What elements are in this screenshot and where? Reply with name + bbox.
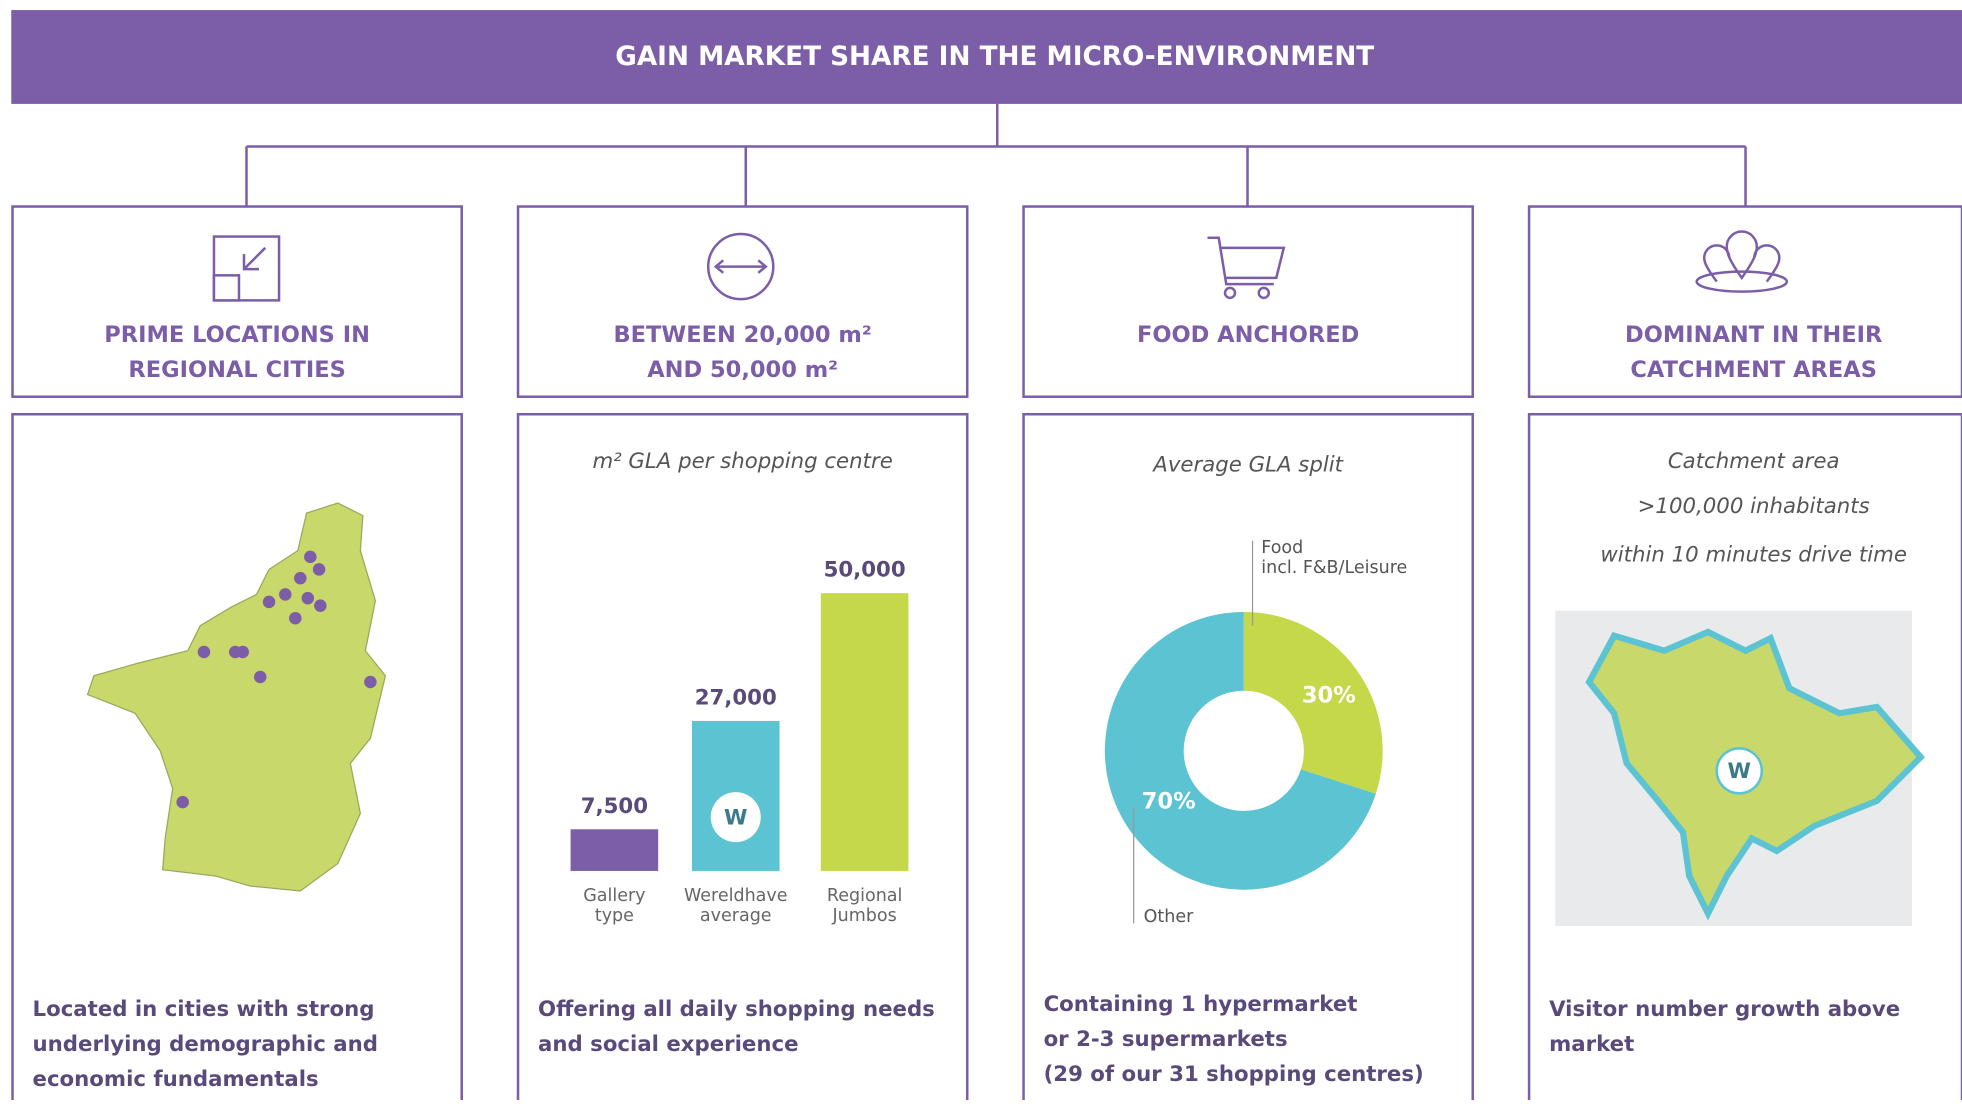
slice-label: 30% [1302,682,1356,708]
heading-box [516,205,969,398]
category-label: Gallery [583,886,645,906]
heading-box [11,205,463,398]
bar [820,593,909,871]
column-heading: FOOD ANCHORED [1137,322,1359,348]
slice-label: 70% [1142,789,1196,815]
column-subtitle: >100,000 inhabitants [1638,494,1870,519]
icon-cart [1207,236,1286,300]
heading-box [1022,205,1475,398]
bar-value-label: 50,000 [824,558,906,583]
column-subtitle: within 10 minutes drive time [1600,543,1907,568]
pie-slice [1104,611,1376,890]
column-heading: REGIONAL CITIES [128,357,345,383]
column-heading: CATCHMENT AREAS [1630,357,1877,383]
column-subtitle: Catchment area [1668,449,1840,474]
column-heading: BETWEEN 20,000 m² [614,322,872,348]
category-label: type [595,906,634,926]
column-text: Visitor number growth above [1549,997,1900,1022]
bar-logo: W [710,792,761,843]
content-box [1022,412,1475,1104]
column-text: economic fundamentals [33,1067,319,1092]
slice-name: incl. F&B/Leisure [1261,558,1407,578]
column-text: Containing 1 hypermarket [1044,992,1358,1017]
content-box [11,412,463,1104]
content-box [1527,412,1962,1104]
column-text: Located in cities with strong [33,997,375,1022]
column-subtitle: Average GLA split [1151,453,1343,478]
bar-value-label: 27,000 [695,685,777,710]
slice-name: Other [1144,907,1194,927]
category-label: Jumbos [832,906,897,926]
icon-width [706,232,775,301]
column-heading: DOMINANT IN THEIR [1625,322,1882,348]
heading-box [1527,205,1962,398]
column-text: Offering all daily shopping needs [538,997,935,1022]
column-text: (29 of our 31 shopping centres) [1044,1062,1424,1087]
france-map [86,502,387,892]
logo: W [1715,747,1764,795]
slice-name: Food [1261,538,1303,558]
content-box [516,412,969,1104]
header-bar [11,10,1962,104]
bar [570,829,659,871]
logo-circle [710,792,761,843]
connectors [245,103,1747,207]
svg-text:W: W [1728,759,1751,784]
column-text: and social experience [538,1032,798,1057]
column-text: underlying demographic and [33,1032,378,1057]
page-title: GAIN MARKET SHARE IN THE MICRO-ENVIRONME… [615,42,1374,72]
column-subtitle: m² GLA per shopping centre [592,449,892,474]
column-heading: PRIME LOCATIONS IN [104,322,370,348]
bar-value-label: 7,500 [581,794,648,819]
icon-locations [1695,230,1789,293]
column-text: or 2-3 supermarkets [1044,1027,1288,1052]
logo-mark: W [724,805,747,830]
icon-arrow-in [212,235,281,302]
column-heading: AND 50,000 m² [647,357,838,383]
category-label: Wereldhave [684,886,788,906]
column-text: market [1549,1032,1634,1057]
pie-slice [1243,611,1383,794]
category-label: Regional [827,886,903,906]
category-label: average [700,906,772,926]
location-dots [176,550,377,809]
